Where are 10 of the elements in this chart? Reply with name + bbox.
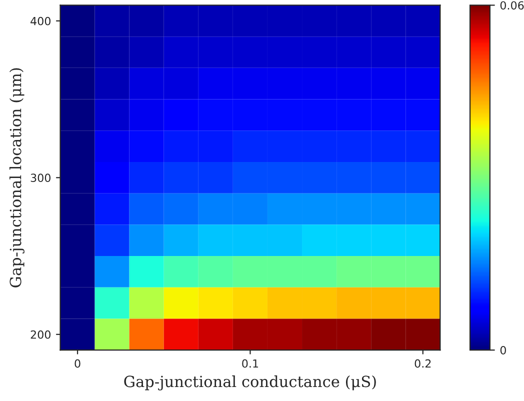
color-bar-label: 0 <box>500 346 506 354</box>
x-axis-title: Gap-junctional conductance (μS) <box>124 375 376 390</box>
y-tick-label: 400 <box>30 16 50 26</box>
y-tick-label: 300 <box>30 174 50 182</box>
x-tick-label: 0 <box>74 359 80 368</box>
y-axis-title: Gap-junctional location (μm) <box>9 68 24 288</box>
x-tick-label: 0.2 <box>414 359 431 368</box>
x-tick-label: 0.1 <box>242 359 258 368</box>
y-tick-label: 200 <box>30 330 50 339</box>
color-bar-label: 0.06 <box>500 1 524 10</box>
